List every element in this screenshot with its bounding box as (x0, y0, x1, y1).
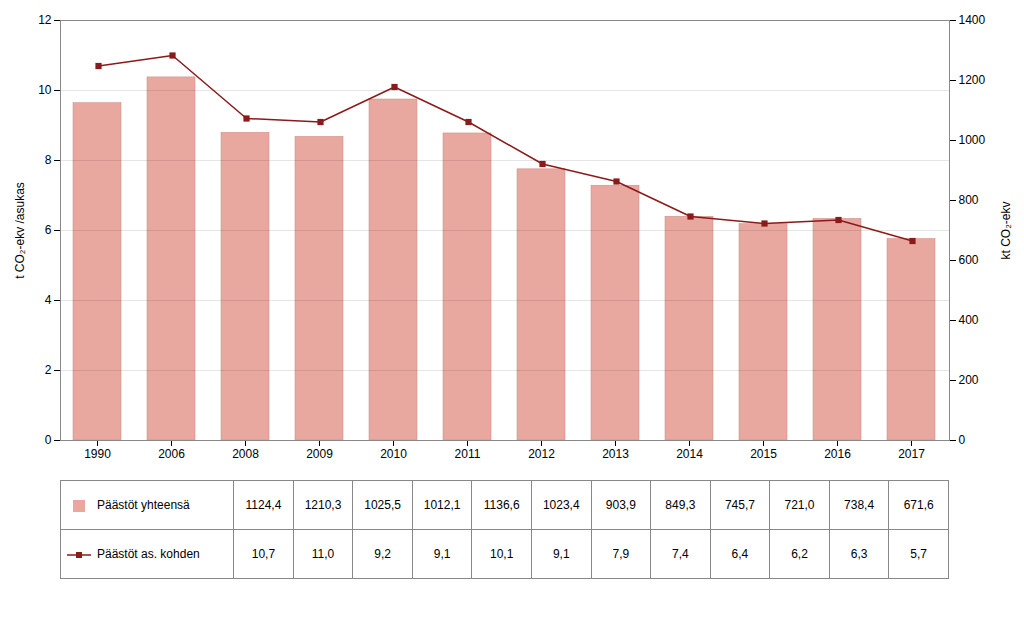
svg-text:10: 10 (38, 83, 52, 97)
html-text:5,7: 5,7 (910, 547, 927, 561)
html-text:1136,6: 1136,6 (483, 498, 520, 512)
html-text:10,1: 10,1 (490, 547, 514, 561)
svg-text:2010: 2010 (380, 447, 407, 461)
svg-text:1000: 1000 (959, 133, 986, 147)
svg-text:2008: 2008 (232, 447, 259, 461)
html-text:745,7: 745,7 (724, 498, 755, 512)
html-text:9,1: 9,1 (552, 547, 570, 561)
html-text:1210,3: 1210,3 (304, 498, 342, 512)
svg-text:4: 4 (45, 293, 52, 307)
svg-text:2012: 2012 (528, 447, 555, 461)
svg-text:600: 600 (959, 253, 979, 267)
svg-text:2015: 2015 (750, 447, 777, 461)
svg-text:2014: 2014 (676, 447, 703, 461)
svg-text:2016: 2016 (824, 447, 851, 461)
svg-text:2011: 2011 (455, 447, 481, 461)
html-text:1012,1: 1012,1 (423, 498, 461, 512)
svg-text:400: 400 (959, 313, 979, 327)
html-text:1025,5: 1025,5 (364, 498, 401, 512)
svg-text:2: 2 (45, 363, 52, 377)
html-text:7,4: 7,4 (672, 547, 689, 561)
svg-text:2006: 2006 (158, 447, 185, 461)
svg-text:0: 0 (45, 433, 52, 447)
html-text:Päästöt yhteensä: Päästöt yhteensä (97, 498, 190, 512)
html-text:Päästöt as. kohden: Päästöt as. kohden (97, 547, 200, 561)
svg-text:1990: 1990 (84, 447, 111, 461)
svg-text:2013: 2013 (602, 447, 629, 461)
svg-text:2009: 2009 (306, 447, 333, 461)
html-text:6,3: 6,3 (850, 547, 868, 561)
html-text:9,2: 9,2 (374, 547, 391, 561)
svg-text:0: 0 (959, 433, 966, 447)
svg-text:1400: 1400 (959, 13, 986, 27)
html-text:9,1: 9,1 (433, 547, 451, 561)
html-text:6,4: 6,4 (731, 547, 749, 561)
svg-text:200: 200 (959, 373, 979, 387)
svg-text:2017: 2017 (898, 447, 925, 461)
svg-text:1200: 1200 (959, 73, 986, 87)
svg-text:kt CO₂-ekv: kt CO₂-ekv (999, 202, 1013, 260)
svg-text:6: 6 (45, 223, 52, 237)
html-text:1023,4: 1023,4 (542, 498, 580, 512)
html-text:849,3: 849,3 (665, 498, 696, 512)
html-text:10,7: 10,7 (251, 547, 276, 561)
html-text:721,0: 721,0 (784, 498, 815, 512)
html-text:1124,4: 1124,4 (245, 498, 282, 512)
svg-text:8: 8 (45, 153, 52, 167)
svg-text:12: 12 (38, 13, 52, 27)
html-text:7,9: 7,9 (612, 547, 630, 561)
svg-text:800: 800 (959, 193, 979, 207)
html-text:6,2: 6,2 (791, 547, 808, 561)
html-text:903,9: 903,9 (605, 498, 636, 512)
html-text:11,0: 11,0 (311, 547, 335, 561)
svg-text:t CO₂-ekv /asukas: t CO₂-ekv /asukas (13, 182, 27, 279)
html-text:738,4: 738,4 (844, 498, 875, 512)
html-text:671,6: 671,6 (903, 498, 934, 512)
